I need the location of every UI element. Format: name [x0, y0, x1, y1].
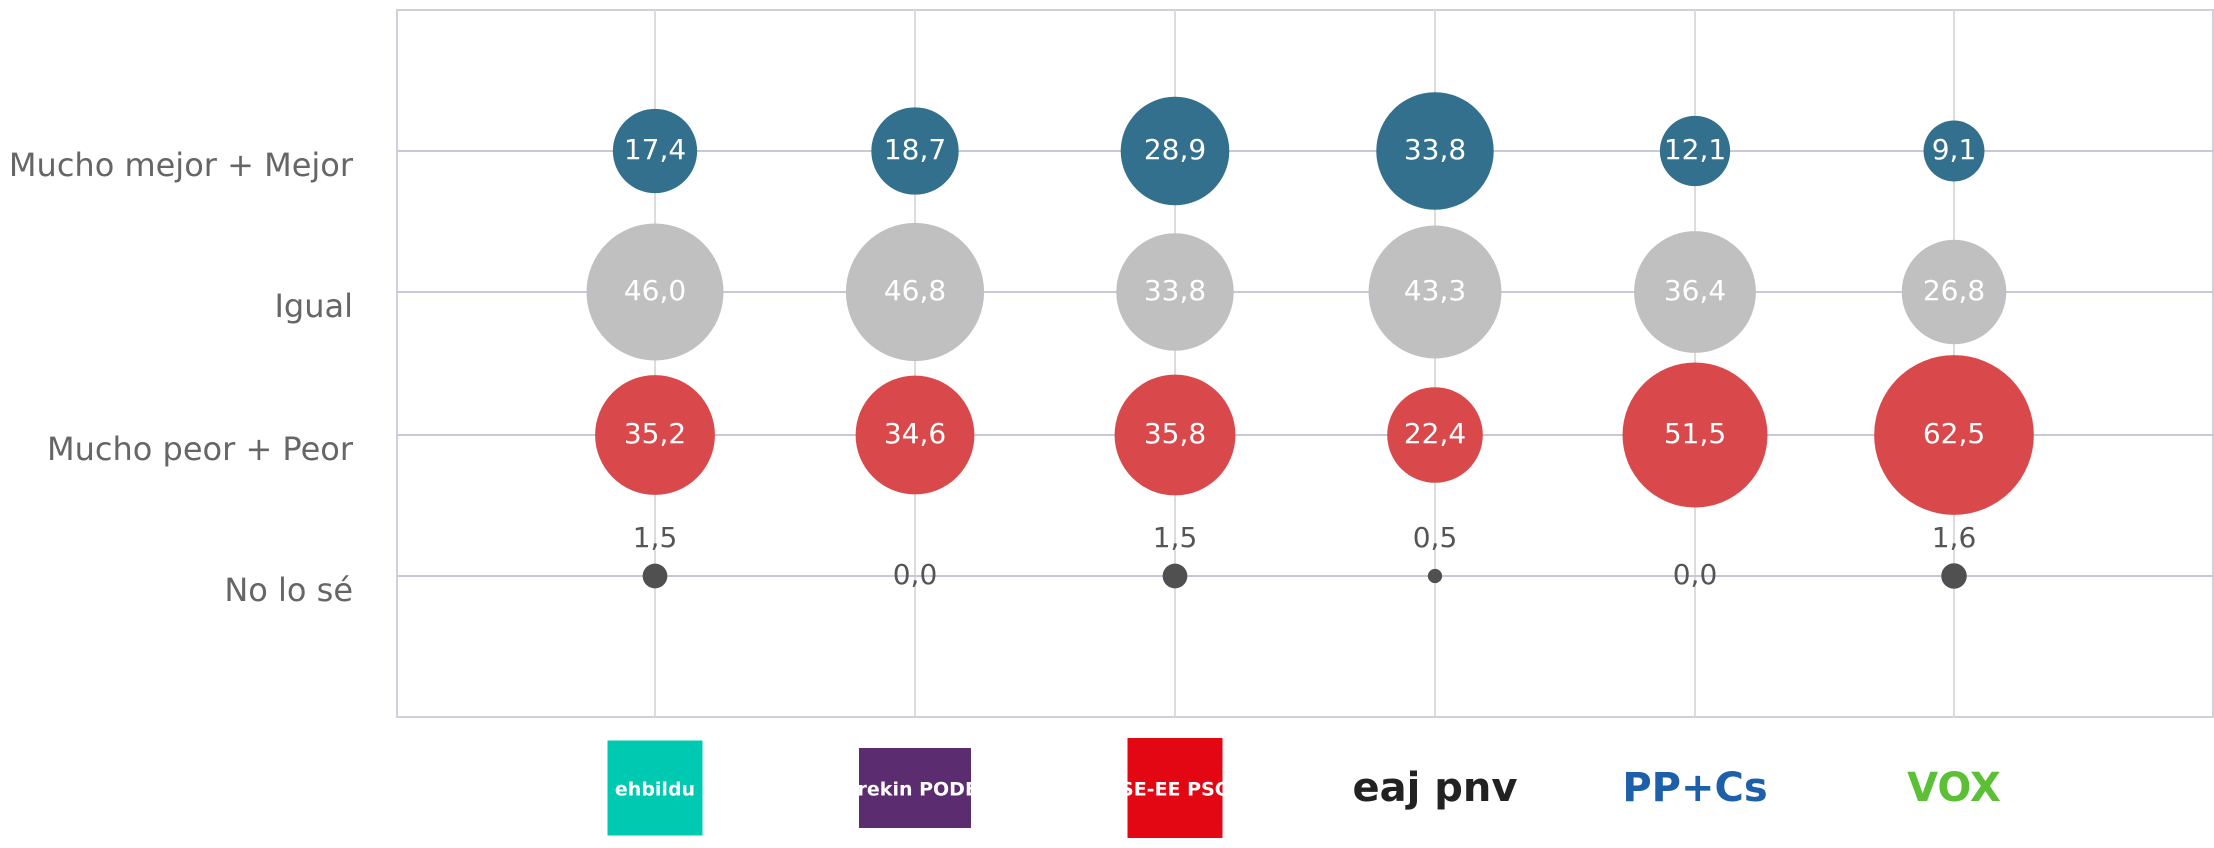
- bubble: [1427, 568, 1443, 584]
- bubble: [1114, 374, 1236, 496]
- party-logo: [859, 748, 971, 828]
- bubble: [1162, 563, 1188, 589]
- party-logo: [1127, 738, 1223, 838]
- bubble: [1116, 233, 1234, 351]
- value-label: 36,4: [1664, 274, 1726, 307]
- party-label: PSE-EE PSOE: [1106, 779, 1244, 801]
- party-label: elkarrekin PODEMOS: [803, 779, 1026, 801]
- row-label: Mucho mejor + Mejor: [9, 146, 354, 184]
- party-label: PP+Cs: [1622, 765, 1767, 811]
- value-label: 33,8: [1144, 274, 1206, 307]
- value-label: 1,5: [633, 521, 678, 554]
- row-label: Igual: [274, 287, 353, 325]
- value-label: 62,5: [1923, 417, 1985, 450]
- bubble: [595, 375, 715, 495]
- bubble: [612, 108, 698, 194]
- bubble: [1659, 115, 1731, 187]
- bubble: [845, 222, 985, 362]
- value-label: 9,1: [1932, 133, 1977, 166]
- value-label: 1,6: [1932, 521, 1977, 554]
- party-logo: [607, 740, 703, 836]
- value-label: 17,4: [624, 133, 686, 166]
- bubble: [1387, 387, 1483, 483]
- bubble: [1941, 563, 1967, 589]
- bubble: [1120, 96, 1230, 206]
- value-label: 46,8: [884, 274, 946, 307]
- plot-frame: [396, 9, 2214, 718]
- value-label: 26,8: [1923, 274, 1985, 307]
- party-label: VOX: [1907, 765, 2001, 811]
- bubble: [1874, 355, 2034, 515]
- bubble: [1634, 231, 1756, 353]
- value-label: 43,3: [1404, 274, 1466, 307]
- value-label: 35,2: [624, 417, 686, 450]
- value-label: 28,9: [1144, 133, 1206, 166]
- value-label: 46,0: [624, 274, 686, 307]
- value-label: 12,1: [1664, 133, 1726, 166]
- bubble: [1368, 225, 1502, 359]
- party-label: eaj pnv: [1353, 765, 1518, 811]
- bubble: [855, 375, 975, 495]
- bubble: [1901, 239, 2007, 345]
- value-label: 18,7: [884, 133, 946, 166]
- value-label: 34,6: [884, 417, 946, 450]
- value-label: 1,5: [1153, 521, 1198, 554]
- bubble: [1622, 362, 1768, 508]
- value-label: 0,5: [1413, 521, 1458, 554]
- value-label: 33,8: [1404, 133, 1466, 166]
- bubble: [586, 223, 724, 361]
- row-label: No lo sé: [224, 571, 353, 609]
- bubble: [1376, 92, 1494, 210]
- value-label: 0,0: [1673, 558, 1718, 591]
- bubble: [871, 107, 959, 195]
- value-label: 0,0: [893, 558, 938, 591]
- bubble: [1923, 120, 1985, 182]
- value-label: 35,8: [1144, 417, 1206, 450]
- value-label: 22,4: [1404, 417, 1466, 450]
- bubble: [642, 563, 668, 589]
- value-label: 51,5: [1664, 417, 1726, 450]
- row-label: Mucho peor + Peor: [47, 430, 354, 468]
- party-label: ehbildu: [615, 779, 695, 801]
